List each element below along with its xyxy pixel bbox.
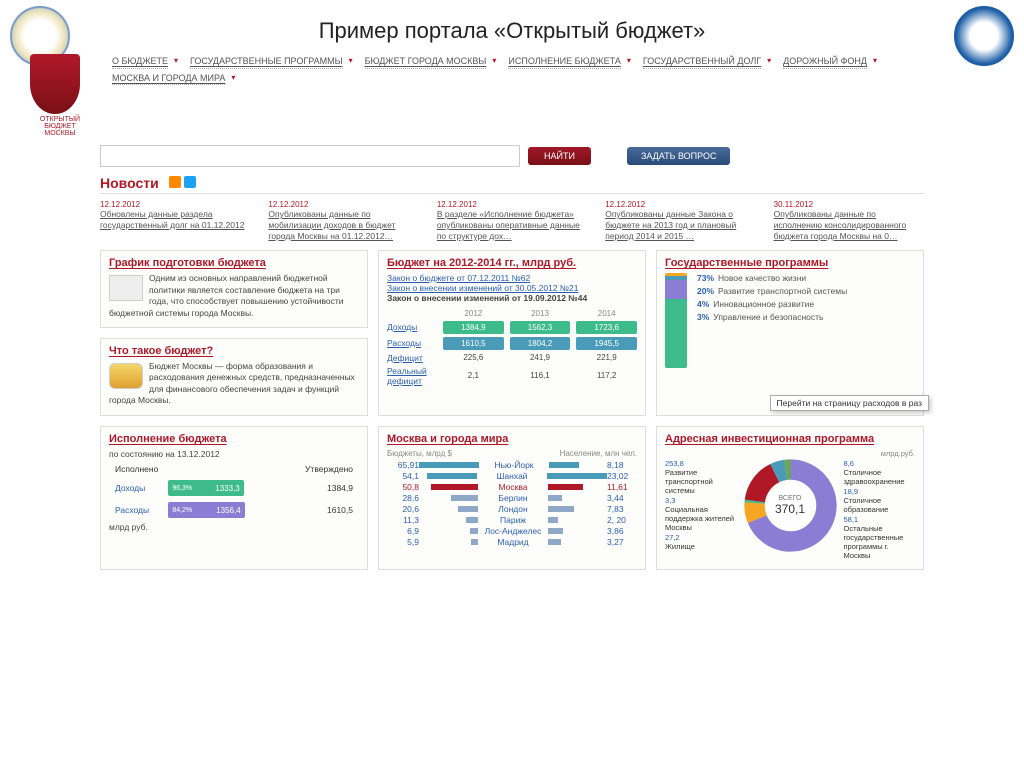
- news-item[interactable]: 12.12.2012Обновлены данные раздела госуд…: [100, 200, 250, 242]
- donut-chart: ВСЕГО370,1: [743, 458, 838, 553]
- legend-item[interactable]: 73% Новое качество жизни: [697, 273, 915, 283]
- slide-title: Пример портала «Открытый бюджет»: [0, 0, 1024, 50]
- news-item[interactable]: 12.12.2012Опубликованы данные по мобилиз…: [268, 200, 418, 242]
- city-row[interactable]: 6,9Лос-Анджелес3,86: [387, 526, 637, 536]
- widget-schedule: График подготовки бюджета Одним из основ…: [100, 250, 368, 328]
- widget-what-is-budget: Что такое бюджет? Бюджет Москвы — форма …: [100, 338, 368, 416]
- widget-budget-execution: Исполнение бюджета по состоянию на 13.12…: [100, 426, 368, 570]
- nav-link[interactable]: О БЮДЖЕТЕ: [112, 56, 168, 69]
- ask-question-button[interactable]: ЗАДАТЬ ВОПРОС: [627, 147, 731, 165]
- moscow-coat-of-arms: [30, 54, 80, 114]
- news-item[interactable]: 12.12.2012Опубликованы данные Закона о б…: [605, 200, 755, 242]
- city-row[interactable]: 50,8Москва11,61: [387, 482, 637, 492]
- nav-link[interactable]: МОСКВА И ГОРОДА МИРА: [112, 73, 225, 86]
- city-row[interactable]: 54,1Шанхай23,02: [387, 471, 637, 481]
- widget-state-programs: Государственные программы 73% Новое каче…: [656, 250, 924, 416]
- widget-title[interactable]: Что такое бюджет?: [109, 345, 359, 357]
- legend-item[interactable]: 3% Управление и безопасность: [697, 312, 915, 322]
- nav-link[interactable]: ГОСУДАРСТВЕННЫЙ ДОЛГ: [643, 56, 761, 69]
- search-button[interactable]: НАЙТИ: [528, 147, 591, 165]
- nav-link[interactable]: ГОСУДАРСТВЕННЫЕ ПРОГРАММЫ: [190, 56, 343, 69]
- widget-title[interactable]: Исполнение бюджета: [109, 433, 359, 445]
- city-row[interactable]: 28,6Берлин3,44: [387, 493, 637, 503]
- city-row[interactable]: 5,9Мадрид3,27: [387, 537, 637, 547]
- widget-budget-2012-2014: Бюджет на 2012-2014 гг., млрд руб. Закон…: [378, 250, 646, 416]
- rss-icon[interactable]: [169, 176, 181, 188]
- news-item[interactable]: 30.11.2012Опубликованы данные по исполне…: [774, 200, 924, 242]
- widget-investment-program: Адресная инвестиционная программа млрд.р…: [656, 426, 924, 570]
- minfin-emblem: [954, 6, 1014, 66]
- twitter-icon[interactable]: [184, 176, 196, 188]
- news-item[interactable]: 12.12.2012В разделе «Исполнение бюджета»…: [437, 200, 587, 242]
- nav-link[interactable]: ДОРОЖНЫЙ ФОНД: [783, 56, 867, 69]
- news-header: Новости: [100, 173, 924, 194]
- portal-label: ОТКРЫТЫЙ БЮДЖЕТ МОСКВЫ: [30, 116, 90, 137]
- schedule-icon: [109, 275, 143, 301]
- city-row[interactable]: 65,91Нью-Йорк8,18: [387, 460, 637, 470]
- portal-screenshot: ОТКРЫТЫЙ БЮДЖЕТ МОСКВЫ О БЮДЖЕТЕ ГОСУДАРС…: [0, 50, 1024, 574]
- search-input[interactable]: [100, 145, 520, 167]
- widget-title[interactable]: Москва и города мира: [387, 433, 637, 445]
- legend-item[interactable]: 4% Инновационное развитие: [697, 299, 915, 309]
- widget-title[interactable]: График подготовки бюджета: [109, 257, 359, 269]
- nav-link[interactable]: ИСПОЛНЕНИЕ БЮДЖЕТА: [508, 56, 620, 69]
- coins-icon: [109, 363, 143, 389]
- widget-moscow-world-cities: Москва и города мира Бюджеты, млрд $Насе…: [378, 426, 646, 570]
- legend-item[interactable]: 20% Развитие транспортной системы: [697, 286, 915, 296]
- city-row[interactable]: 11,3Париж2, 20: [387, 515, 637, 525]
- widget-title[interactable]: Государственные программы: [665, 257, 915, 269]
- stacked-bar-chart: [665, 273, 687, 368]
- widget-title[interactable]: Бюджет на 2012-2014 гг., млрд руб.: [387, 257, 637, 269]
- widget-title[interactable]: Адресная инвестиционная программа: [665, 433, 915, 445]
- city-row[interactable]: 20,6Лондон7,83: [387, 504, 637, 514]
- nav-link[interactable]: БЮДЖЕТ ГОРОДА МОСКВЫ: [365, 56, 487, 69]
- tooltip: Перейти на страницу расходов в раз: [770, 395, 929, 411]
